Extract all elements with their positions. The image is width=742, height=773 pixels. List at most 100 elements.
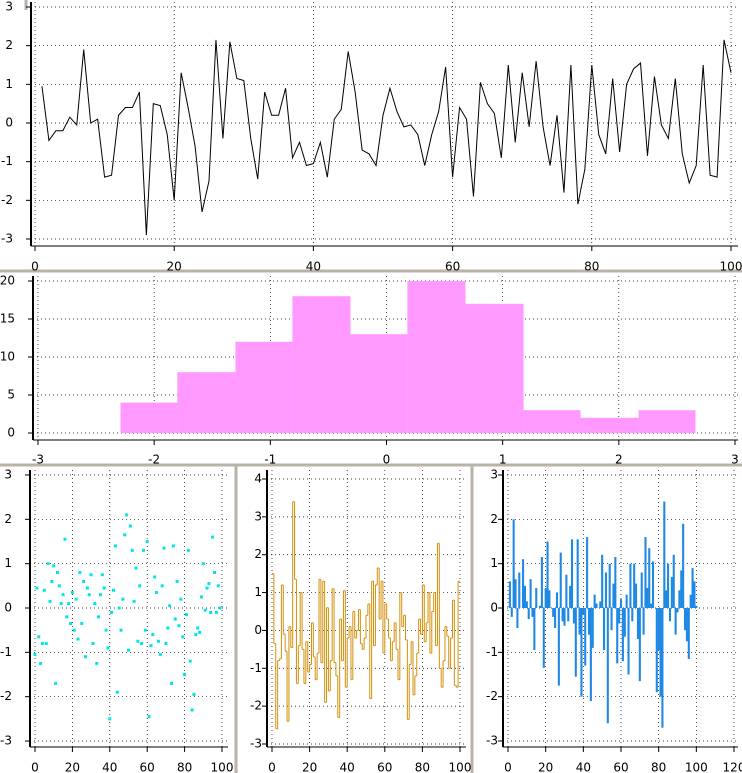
bar [657,608,660,651]
x-tick-label: -1 [264,453,276,467]
bar [638,608,641,682]
histogram-bar [580,417,639,433]
scatter-point [119,628,123,632]
bar [572,608,575,624]
bar [614,557,617,608]
bar [559,552,562,608]
bar [554,608,557,628]
y-tick-label: -3 [1,232,13,246]
scatter-point [181,635,185,639]
bar [580,608,583,697]
bar [651,561,655,608]
bar [629,563,632,608]
scatter-point [82,579,86,583]
line-series [41,39,732,236]
x-tick-label: 40 [340,761,355,773]
x-tick-label: -2 [148,453,160,467]
bar [625,594,628,608]
bar [593,594,596,608]
bar [667,563,670,608]
bar [546,541,549,608]
bar [633,563,636,608]
scatter-point [59,602,63,606]
scatter-point [184,613,188,617]
subplot: -3 -2 -1 0 1 2 3 0 20 40 60 80 100 [1,0,742,274]
y-tick-label: 1 [490,556,498,570]
bar [565,574,568,608]
scatter-point [67,602,71,606]
scatter-point [164,641,168,645]
bar [685,608,688,642]
bar [535,588,538,608]
scatter-point [211,535,215,539]
scatter-point [69,622,73,626]
scatter-point [132,599,136,603]
bar [616,608,619,664]
x-tick-label: 0 [504,761,512,773]
scatter-point [87,593,91,597]
bar [548,590,551,608]
subplot: -3 -2 -1 0 1 2 3 0 20 40 60 80 100 120 [486,468,742,773]
scatter-point [170,681,174,685]
bar [691,568,694,608]
histogram-bar [177,372,236,433]
scatter-point [196,626,200,630]
y-tick-label: 3 [5,0,13,14]
x-tick-label: 100 [685,761,708,773]
y-tick-label: 2 [4,512,12,526]
x-tick-label: 60 [445,260,460,274]
bar [661,608,664,728]
y-tick-label: -2 [250,699,262,713]
scatter-point [162,546,166,550]
x-tick-label: 40 [102,761,117,773]
scatter-point [98,593,102,597]
bar [518,572,521,608]
bar [668,608,672,622]
bar [582,608,585,615]
scatter-point [37,635,41,639]
histogram-bar [407,281,466,433]
bar [544,588,547,608]
bar [576,539,579,608]
scatter-point [113,544,117,548]
scatter-point [177,624,181,628]
histogram-bar [638,410,696,433]
scatter-point [100,573,104,577]
scatter-point [35,586,39,590]
bar [665,590,668,608]
bar [557,608,560,686]
bar [642,608,645,635]
x-tick-label: 80 [415,761,430,773]
scatter-point [40,641,44,645]
x-tick-label: 20 [302,761,317,773]
histogram-bar [120,402,178,433]
bar [538,605,542,608]
scatter-point [147,715,151,719]
scatter-point [198,630,202,634]
y-tick-label: -2 [1,193,13,207]
scatter-point [192,692,196,696]
x-tick-label: 60 [377,761,392,773]
scatter-point [117,606,121,610]
histogram-bar [523,410,581,433]
bar [674,608,677,635]
x-tick-label: 100 [449,761,472,773]
bar [584,608,587,666]
scatter-point [205,586,209,590]
scatter-point [218,606,222,610]
bar [689,594,692,608]
scatter-point [156,639,160,643]
scatter-point [125,513,129,517]
scatter-point [42,588,46,592]
scatter-point [106,646,110,650]
bar [612,583,615,608]
x-tick-label: 0 [31,761,39,773]
bar [659,608,662,697]
y-tick-label: 1 [5,77,13,91]
bar [516,608,519,628]
y-tick-label: 0 [5,116,13,130]
scatter-point [110,610,114,614]
y-tick-label: 2 [490,512,498,526]
